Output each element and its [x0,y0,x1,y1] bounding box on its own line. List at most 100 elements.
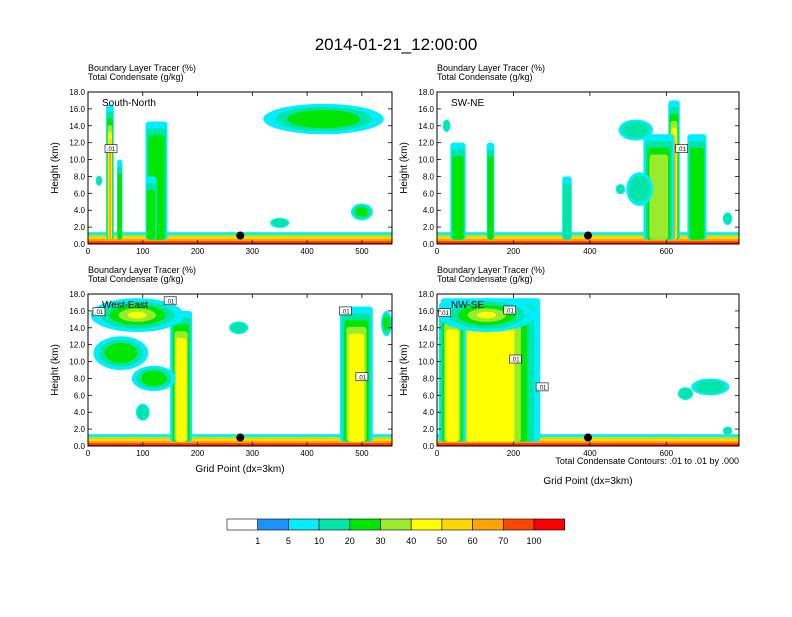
plume-0-layer-6 [109,145,111,240]
colorbar-swatch-9 [502,518,535,531]
y-tick-label-8: 16.0 [69,307,85,316]
boundary-layer-band-4 [437,443,739,446]
y-tick-label-4: 8.0 [74,374,86,383]
panel-3: .01 .01 .01 .01 0 200 400 600 0.0 2.0 4.0 6.0 8.0 10.… [399,265,740,487]
y-tick-label-1: 2.0 [423,425,435,434]
y-axis-label: Height (km) [50,142,61,194]
colorbar-swatch-10 [533,518,566,531]
y-tick-label-9: 18.0 [69,290,85,299]
colorbar-swatch-6 [410,518,443,531]
cloud-1-layer-2 [355,206,369,217]
plume-4-layer-2 [452,156,464,240]
contour-label-0: .01 [677,147,686,153]
x-tick-label-0: 0 [435,247,440,256]
x-tick-label-3: 300 [246,247,260,256]
x-tick-label-1: 100 [136,449,150,458]
surface-marker [236,231,245,240]
cloud-5-layer-1 [137,405,149,419]
y-tick-label-2: 4.0 [74,206,86,215]
contour-label-0: .01 [107,147,116,153]
cloud-3-layer-1 [723,427,732,435]
x-tick-label-1: 200 [507,247,521,256]
cloud-2-layer-1 [616,185,625,194]
cloud-0-layer-2 [287,109,360,129]
cloud-1-layer-2 [104,342,138,364]
colorbar-swatch-8 [472,518,504,531]
panel-subtitle-tracer: Boundary Layer Tracer (%) [437,265,545,275]
plume-2-layer-2 [689,147,705,240]
surface-marker [584,433,592,442]
panel-subtitle-condensate: Total Condensate (g/kg) [437,72,533,82]
y-tick-label-5: 10.0 [418,358,434,367]
y-axis-label: Height (km) [50,344,61,396]
y-tick-label-0: 0.0 [74,240,86,249]
cloud-2-layer-2 [140,370,167,387]
boundary-layer-band-5 [437,444,739,446]
panel-frame [87,293,393,447]
cloud-2-layer-1 [679,388,692,399]
plume-3-layer-2 [487,156,494,240]
y-tick-label-3: 6.0 [74,391,86,400]
contour-label-0: .01 [95,310,104,316]
colorbar-swatch-1 [257,518,289,531]
surface-marker [584,231,592,240]
boundary-layer-band-4 [88,241,392,244]
boundary-layer-band-5 [88,242,392,244]
x-tick-label-1: 100 [136,247,150,256]
colorbar-label-7: 60 [468,536,478,546]
cloud-1-layer-1 [695,380,726,394]
colorbar-label-2: 10 [314,536,324,546]
y-tick-label-6: 12.0 [69,341,85,350]
y-tick-label-9: 18.0 [418,290,434,299]
cloud-2-layer-1 [272,218,288,227]
surface-marker [236,433,245,442]
contour-label-box-0 [675,144,688,153]
x-tick-label-4: 400 [300,247,314,256]
panel-2: .01 .01 .01 .01 0 100 200 300 400 500 0.0 2.0 4.0 6.0… [50,265,393,475]
panels-group: .01 0 100 200 300 400 500 0.0 2.0 4.0 6.0 8.0 10.0 12… [50,63,740,487]
colorbar-swatch-0 [226,518,259,531]
panel-0: .01 0 100 200 300 400 500 0.0 2.0 4.0 6.0 8.0 10.0 12… [50,63,393,256]
y-tick-label-0: 0.0 [423,240,435,249]
boundary-layer-band-4 [88,443,392,446]
colorbar-swatch-4 [349,518,381,531]
panel-cross-section-label: West-East [102,300,148,311]
plume-3-layer-2 [146,189,156,240]
y-tick-label-5: 10.0 [418,156,434,165]
panel-subtitle-condensate: Total Condensate (g/kg) [88,274,184,284]
y-tick-label-8: 16.0 [69,105,85,114]
cloud-0-layer-4 [127,311,147,319]
x-tick-label-3: 600 [660,247,674,256]
y-tick-label-4: 8.0 [423,172,435,181]
cloud-3-layer-1 [96,176,102,185]
cloud-0-layer-4 [477,311,497,319]
x-tick-label-4: 400 [300,449,314,458]
y-tick-label-7: 14.0 [418,122,434,131]
y-tick-label-0: 0.0 [423,442,435,451]
panel-frame [436,91,740,245]
plume-1-layer-4 [445,329,459,442]
contour-label-box-2 [339,306,352,316]
colorbar: 1 5 10 20 30 40 50 60 70 100 [226,518,566,546]
y-tick-label-9: 18.0 [418,88,434,97]
y-tick-label-9: 18.0 [69,88,85,97]
x-tick-label-2: 400 [583,449,597,458]
plume-1-layer-4 [348,333,365,442]
y-tick-label-3: 6.0 [423,189,435,198]
panel-subtitle-condensate: Total Condensate (g/kg) [88,72,184,82]
y-tick-label-7: 14.0 [418,324,434,333]
colorbar-swatch-3 [318,518,351,531]
plot-area: .01 [437,92,739,244]
colorbar-swatch-2 [288,518,320,531]
contour-label-1: .01 [166,299,175,305]
plot-area: .01 [88,92,392,244]
y-tick-label-1: 2.0 [423,223,435,232]
y-tick-label-8: 16.0 [418,105,434,114]
y-tick-label-7: 14.0 [69,122,85,131]
x-tick-label-0: 0 [86,247,91,256]
contour-label-1: .01 [505,309,514,315]
contour-label-box-3 [535,382,549,392]
contour-label-0: .01 [440,311,449,317]
y-tick-label-5: 10.0 [69,156,85,165]
plot-area: .01 .01 .01 .01 [437,294,739,446]
